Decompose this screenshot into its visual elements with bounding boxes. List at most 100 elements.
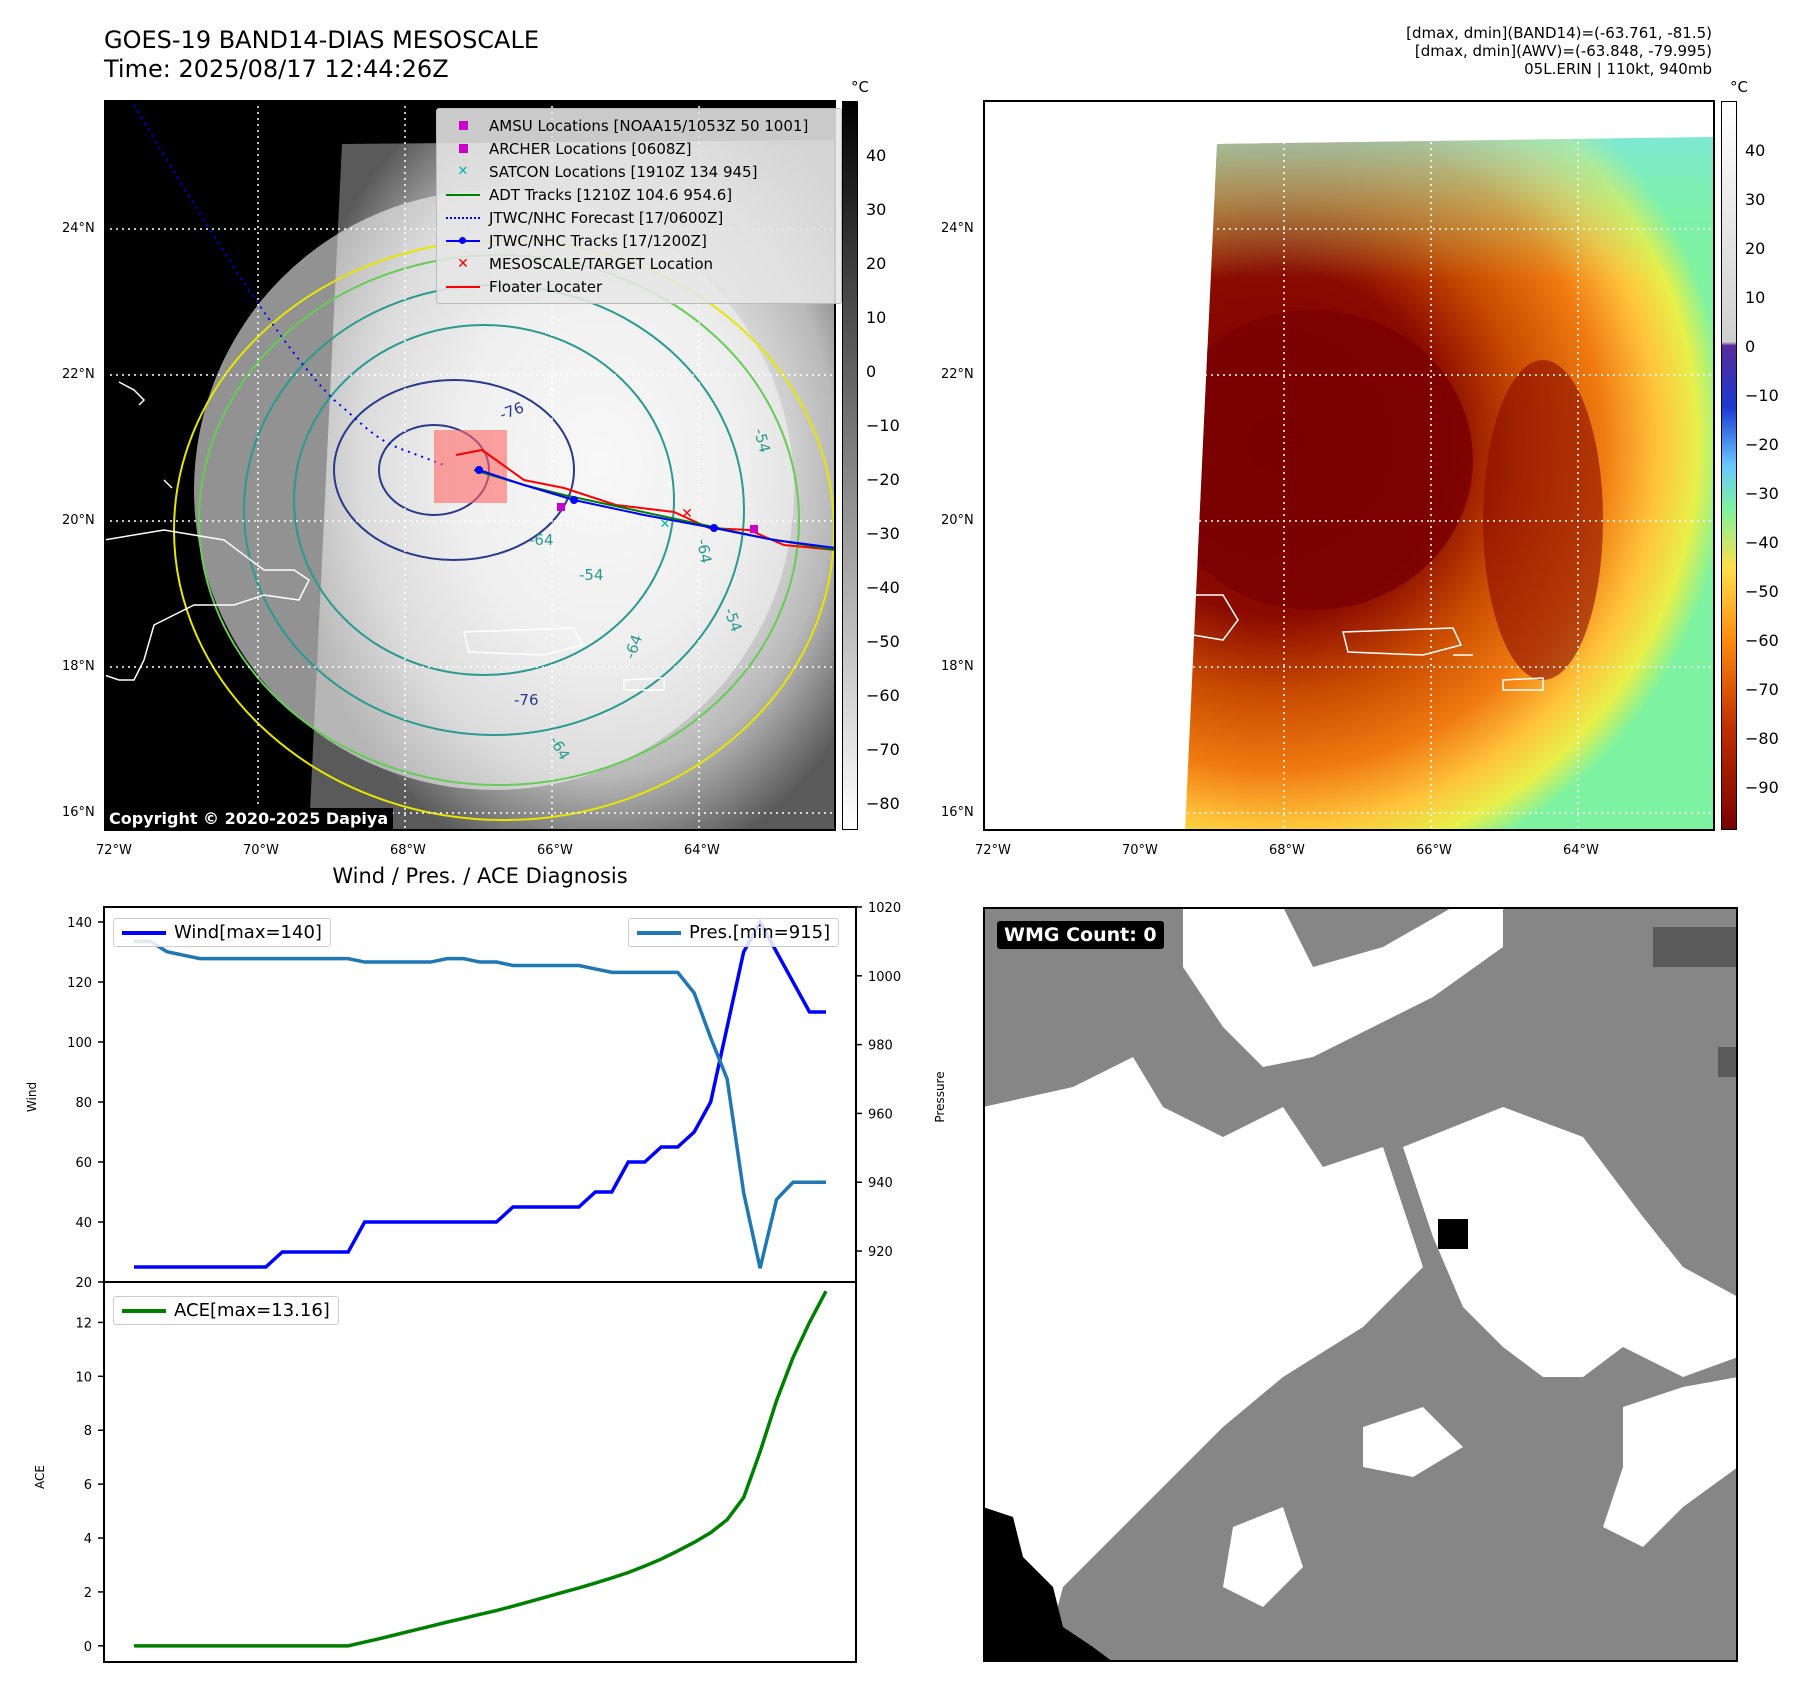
jtwc-track-point: [710, 524, 718, 532]
wind-ytick-label: 20: [75, 1276, 92, 1291]
legend-item-floater: Floater Locater: [443, 275, 835, 298]
ace-chart: 0 2 4 6 8 10 12: [75, 1281, 857, 1663]
legend-item-satcon: ✕ SATCON Locations [1910Z 134 945]: [457, 162, 758, 181]
wind-ytick-label: 140: [67, 916, 92, 931]
awv-rainband: [1483, 360, 1603, 680]
right-cb-tick: 40: [1745, 141, 1766, 160]
left-cb-tick: −30: [866, 524, 900, 543]
left-cb-tick: −40: [866, 578, 900, 597]
right-cb-tick: −40: [1745, 533, 1779, 552]
lon-tick: 66°W: [537, 843, 573, 858]
left-cb-tick: −20: [866, 470, 900, 489]
jtwc-track-point: [475, 466, 483, 474]
pres-series-line: [134, 939, 826, 1269]
legend-item-forecast: JTWC/NHC Forecast [17/0600Z]: [443, 206, 835, 229]
contour-label: -64: [693, 538, 715, 565]
right-colorbar: [1721, 101, 1737, 830]
left-cb-tick: −60: [866, 686, 900, 705]
lon-tick: 68°W: [1269, 843, 1305, 858]
awv-frame: [983, 100, 1715, 831]
legend-item-adt: ADT Tracks [1210Z 104.6 954.6]: [443, 183, 835, 206]
wind-ytick-label: 40: [75, 1216, 92, 1231]
wmg-black-cells: [983, 1219, 1468, 1662]
right-cb-tick: −90: [1745, 778, 1779, 797]
wmg-grid-panel: [983, 907, 1738, 1662]
lon-tick: 70°W: [243, 843, 279, 858]
wmg-frame: [983, 907, 1738, 1662]
amsu-marker: [557, 503, 565, 511]
contour-core-navy: [333, 379, 575, 561]
pres-ytick-label: 920: [868, 1245, 893, 1260]
ace-ytick-label: 10: [75, 1370, 92, 1385]
right-cb-tick: 20: [1745, 239, 1766, 258]
pres-legend-swatch: [637, 930, 681, 935]
lat-tick: 22°N: [62, 367, 95, 382]
right-cb-tick: 10: [1745, 288, 1766, 307]
wmg-dark-cells: [1653, 927, 1738, 1077]
wind-ytick-label: 100: [67, 1036, 92, 1051]
diagnosis-title: Wind / Pres. / ACE Diagnosis: [332, 864, 628, 888]
left-colorbar-unit: °C: [851, 78, 869, 96]
left-cb-tick: 30: [866, 200, 887, 219]
archer-marker: [750, 525, 758, 533]
right-cb-tick: 0: [1745, 337, 1756, 356]
ace-legend-label: ACE[max=13.16]: [174, 1300, 330, 1321]
lat-tick: 16°N: [62, 805, 95, 820]
pres-legend-label: Pres.[min=915]: [689, 922, 831, 943]
left-cb-tick: −50: [866, 632, 900, 651]
lon-tick: 64°W: [1563, 843, 1599, 858]
right-cb-tick: −30: [1745, 484, 1779, 503]
pres-legend: Pres.[min=915]: [628, 918, 840, 947]
pres-ytick-label: 1000: [868, 970, 901, 985]
ace-ytick-label: 4: [84, 1532, 92, 1547]
wind-ytick-label: 60: [75, 1156, 92, 1171]
awv-enhanced-map: [983, 100, 1715, 831]
left-cb-tick: 40: [866, 146, 887, 165]
wind-legend-swatch: [122, 930, 166, 935]
awv-gridlines: [983, 100, 1715, 831]
lat-tick: 22°N: [941, 367, 974, 382]
legend-item-archer: ARCHER Locations [0608Z]: [443, 137, 835, 160]
ace-ytick-label: 12: [75, 1316, 92, 1331]
wind-pressure-chart: 20 40 60 80 100 120 140 920 940 960 980 1000 1020: [67, 901, 901, 1291]
lon-tick: 72°W: [96, 843, 132, 858]
pres-ytick-label: 940: [868, 1176, 893, 1191]
wmg-white-regions: [983, 907, 1738, 1662]
left-cb-tick: −80: [866, 794, 900, 813]
legend-item-amsu: AMSU Locations [NOAA15/1053Z 50 1001]: [443, 114, 835, 137]
lat-tick: 16°N: [941, 805, 974, 820]
left-cb-tick: −10: [866, 416, 900, 435]
contour-label: -54: [579, 566, 604, 584]
lat-tick: 18°N: [941, 659, 974, 674]
left-cb-tick: 10: [866, 308, 887, 327]
ace-ytick-label: 0: [84, 1640, 92, 1655]
wind-legend-label: Wind[max=140]: [174, 922, 322, 943]
legend-item-target: ✕ MESOSCALE/TARGET Location: [457, 254, 714, 273]
target-marker: ✕: [681, 506, 693, 522]
ace-ytick-label: 6: [84, 1478, 92, 1493]
lat-tick: 24°N: [941, 221, 974, 236]
contour-inner-teal: [293, 324, 675, 676]
copyright-label: Copyright © 2020-2025 Dapiya: [104, 808, 394, 829]
jtwc-track-line: [478, 469, 836, 549]
ace-ytick-label: 2: [84, 1586, 92, 1601]
stats-awv: [dmax, dmin](AWV)=(-63.848, -79.995): [1414, 42, 1712, 60]
awv-coastlines: [1192, 594, 1544, 691]
awv-north-clear: [1185, 137, 1715, 280]
right-cb-tick: −80: [1745, 729, 1779, 748]
right-cb-tick: −10: [1745, 386, 1779, 405]
lat-tick: 18°N: [62, 659, 95, 674]
wind-ytick-label: 120: [67, 976, 92, 991]
lat-tick: 24°N: [62, 221, 95, 236]
right-cb-tick: −70: [1745, 680, 1779, 699]
map-legend: AMSU Locations [NOAA15/1053Z 50 1001] AR…: [436, 108, 842, 304]
map-frame: [104, 100, 836, 831]
satcon-marker: ✕: [660, 517, 671, 532]
wind-ylabel: Wind: [25, 1081, 39, 1113]
wind-legend: Wind[max=140]: [113, 918, 331, 947]
coastlines: [104, 381, 665, 691]
lon-tick: 66°W: [1416, 843, 1452, 858]
right-colorbar-unit: °C: [1730, 78, 1748, 96]
pres-ytick-label: 1020: [868, 901, 901, 916]
left-cb-tick: 0: [866, 362, 877, 381]
